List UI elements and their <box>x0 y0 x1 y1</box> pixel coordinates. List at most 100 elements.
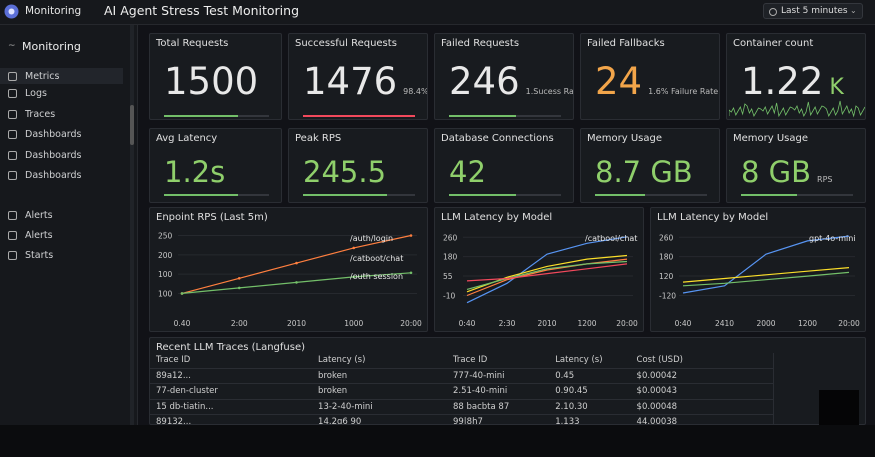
nav-label: Starts <box>25 250 54 261</box>
brand[interactable]: Monitoring <box>25 5 82 17</box>
y-tick-label: 100 <box>158 270 173 279</box>
stat-note: RPS <box>817 175 833 184</box>
table-cell: 13-2-40-mini <box>312 399 447 415</box>
column-header: Trace ID <box>150 353 313 369</box>
chart-title: LLM Latency by Model <box>441 212 552 223</box>
gauge-bar <box>303 115 415 117</box>
point <box>237 286 241 290</box>
stat-panel: Database Connections 42 <box>434 128 574 203</box>
stat-value-group: 8 GB RPS <box>741 155 833 189</box>
y-tick-label: 260 <box>659 233 674 242</box>
series-line <box>682 271 850 287</box>
gauge-bar <box>595 194 646 196</box>
nav-item[interactable]: Alerts <box>8 230 53 241</box>
overlay-block <box>819 390 859 425</box>
stat-value-group: 246 1.Sucess Rate <box>449 60 573 103</box>
logo <box>4 4 19 19</box>
nav-item[interactable]: Dashboards <box>8 170 82 181</box>
nav-item[interactable]: Dashboards <box>8 150 82 161</box>
nav-icon <box>8 231 17 240</box>
nav-item[interactable]: Alerts <box>8 210 53 221</box>
panel-title: Memory Usage <box>587 133 663 144</box>
x-tick-label: 20:00 <box>616 319 638 328</box>
stat-value: 1.22 <box>741 60 824 103</box>
chart-panel: LLM Latency by Model 260 180 120 -120 0:40 241… <box>650 207 866 332</box>
nav-item[interactable]: Metrics <box>0 68 123 84</box>
clock-icon <box>769 8 777 16</box>
nav-item[interactable]: Dashboards <box>8 129 82 140</box>
dropdown-arrow: ⌄ <box>850 6 857 15</box>
nav-icon <box>8 211 17 220</box>
stat-value: 246 <box>449 60 520 103</box>
point <box>352 275 356 279</box>
panel-title: Memory Usage <box>733 133 809 144</box>
table-panel: Recent LLM Traces (Langfuse) Trace ID Late… <box>149 337 866 425</box>
column-header: Latency (s) <box>312 353 447 369</box>
stat-value-group: 245.5 <box>303 155 386 189</box>
stat-value: 1500 <box>164 60 259 103</box>
panel-title: Successful Requests <box>295 38 397 49</box>
table-cell: 777-40-mini <box>446 368 550 384</box>
nav-label: Dashboards <box>25 150 82 161</box>
y-tick-label: -10 <box>443 291 455 300</box>
table-cell: 2.10.30 <box>549 399 631 415</box>
series-line <box>466 258 628 297</box>
time-range[interactable]: Last 5 minutes <box>781 6 848 16</box>
y-tick-label: -120 <box>659 291 676 300</box>
gauge-bar <box>449 115 517 117</box>
stat-value-group: 1476 98.4% ) <box>303 60 427 103</box>
nav-icon <box>8 110 17 119</box>
table-row: 89a12... broken 777-40-mini 0.45 $0.00042 <box>150 368 774 384</box>
annotation: /outh session <box>350 272 403 281</box>
x-tick-label: 0:40 <box>675 319 692 328</box>
y-tick-label: 200 <box>158 251 173 260</box>
scrollbar-thumb[interactable] <box>130 105 134 145</box>
table-cell: 1.133 <box>549 414 631 424</box>
stat-panel: Failed Requests 246 1.Sucess Rate <box>434 33 574 120</box>
series-line <box>466 260 628 290</box>
stat-note: 1.6% Failure Rate <box>648 87 719 96</box>
stat-value-group: 24 1.6% Failure Rate <box>595 60 718 103</box>
time-picker[interactable]: Last 5 minutes ⌄ <box>763 3 863 19</box>
gauge-bar <box>741 194 797 196</box>
annotation: /auth/login <box>350 234 393 243</box>
nav-item[interactable]: Traces <box>8 109 55 120</box>
y-tick-label: 260 <box>443 233 458 242</box>
stat-value: 245.5 <box>303 155 387 189</box>
table-cell: broken <box>312 368 447 384</box>
nav-label: Logs <box>25 88 47 99</box>
dashboard: Total Requests 1500 Successful Requests 147… <box>138 25 875 425</box>
x-tick-label: 2:30 <box>499 319 516 328</box>
panel-title: Failed Requests <box>441 38 520 49</box>
table-cell: 88 bacbta 87 <box>446 399 550 415</box>
dashboard-title: AI Agent Stress Test Monitoring <box>104 3 300 18</box>
series-line <box>682 235 850 294</box>
scrollbar-track <box>130 25 134 425</box>
column-header: Cost (USD) <box>630 353 774 369</box>
x-tick-label: 2410 <box>715 319 734 328</box>
nav-item[interactable]: Starts <box>8 250 53 261</box>
table-row: 89132... 14.2g6 90 99|8h7 1.133 44.00038 <box>150 414 774 424</box>
series-line <box>181 234 412 294</box>
gauge-bar <box>164 194 238 196</box>
chart: Enpoint RPS (Last 5m) 250 200 100 100 0.40 2:0… <box>156 212 422 328</box>
nav-icon <box>8 251 17 260</box>
stat-value: 24 <box>595 60 643 103</box>
stat-value-group: 1.2s <box>164 155 225 189</box>
y-tick-label: 180 <box>443 253 458 262</box>
nav-item[interactable]: Logs <box>8 88 47 99</box>
series-line <box>682 267 850 283</box>
table-row: 77-den-cluster broken 2.51-40-mini 0.90.45 $… <box>150 383 774 400</box>
stat-value-group: 8.7 GB <box>595 155 693 189</box>
stat-value-group: 42 <box>449 155 486 189</box>
table-cell: 89a12... <box>150 368 313 384</box>
y-tick-label: 100 <box>158 289 173 298</box>
x-tick-label: 1200 <box>577 319 596 328</box>
nav-label: Metrics <box>25 70 60 82</box>
panel-title: Container count <box>733 38 814 49</box>
annotation: gpt-4o-mini <box>809 234 856 243</box>
panel-title: Recent LLM Traces (Langfuse) <box>156 342 306 353</box>
panel-title: Avg Latency <box>156 133 218 144</box>
gauge-track <box>595 194 707 196</box>
